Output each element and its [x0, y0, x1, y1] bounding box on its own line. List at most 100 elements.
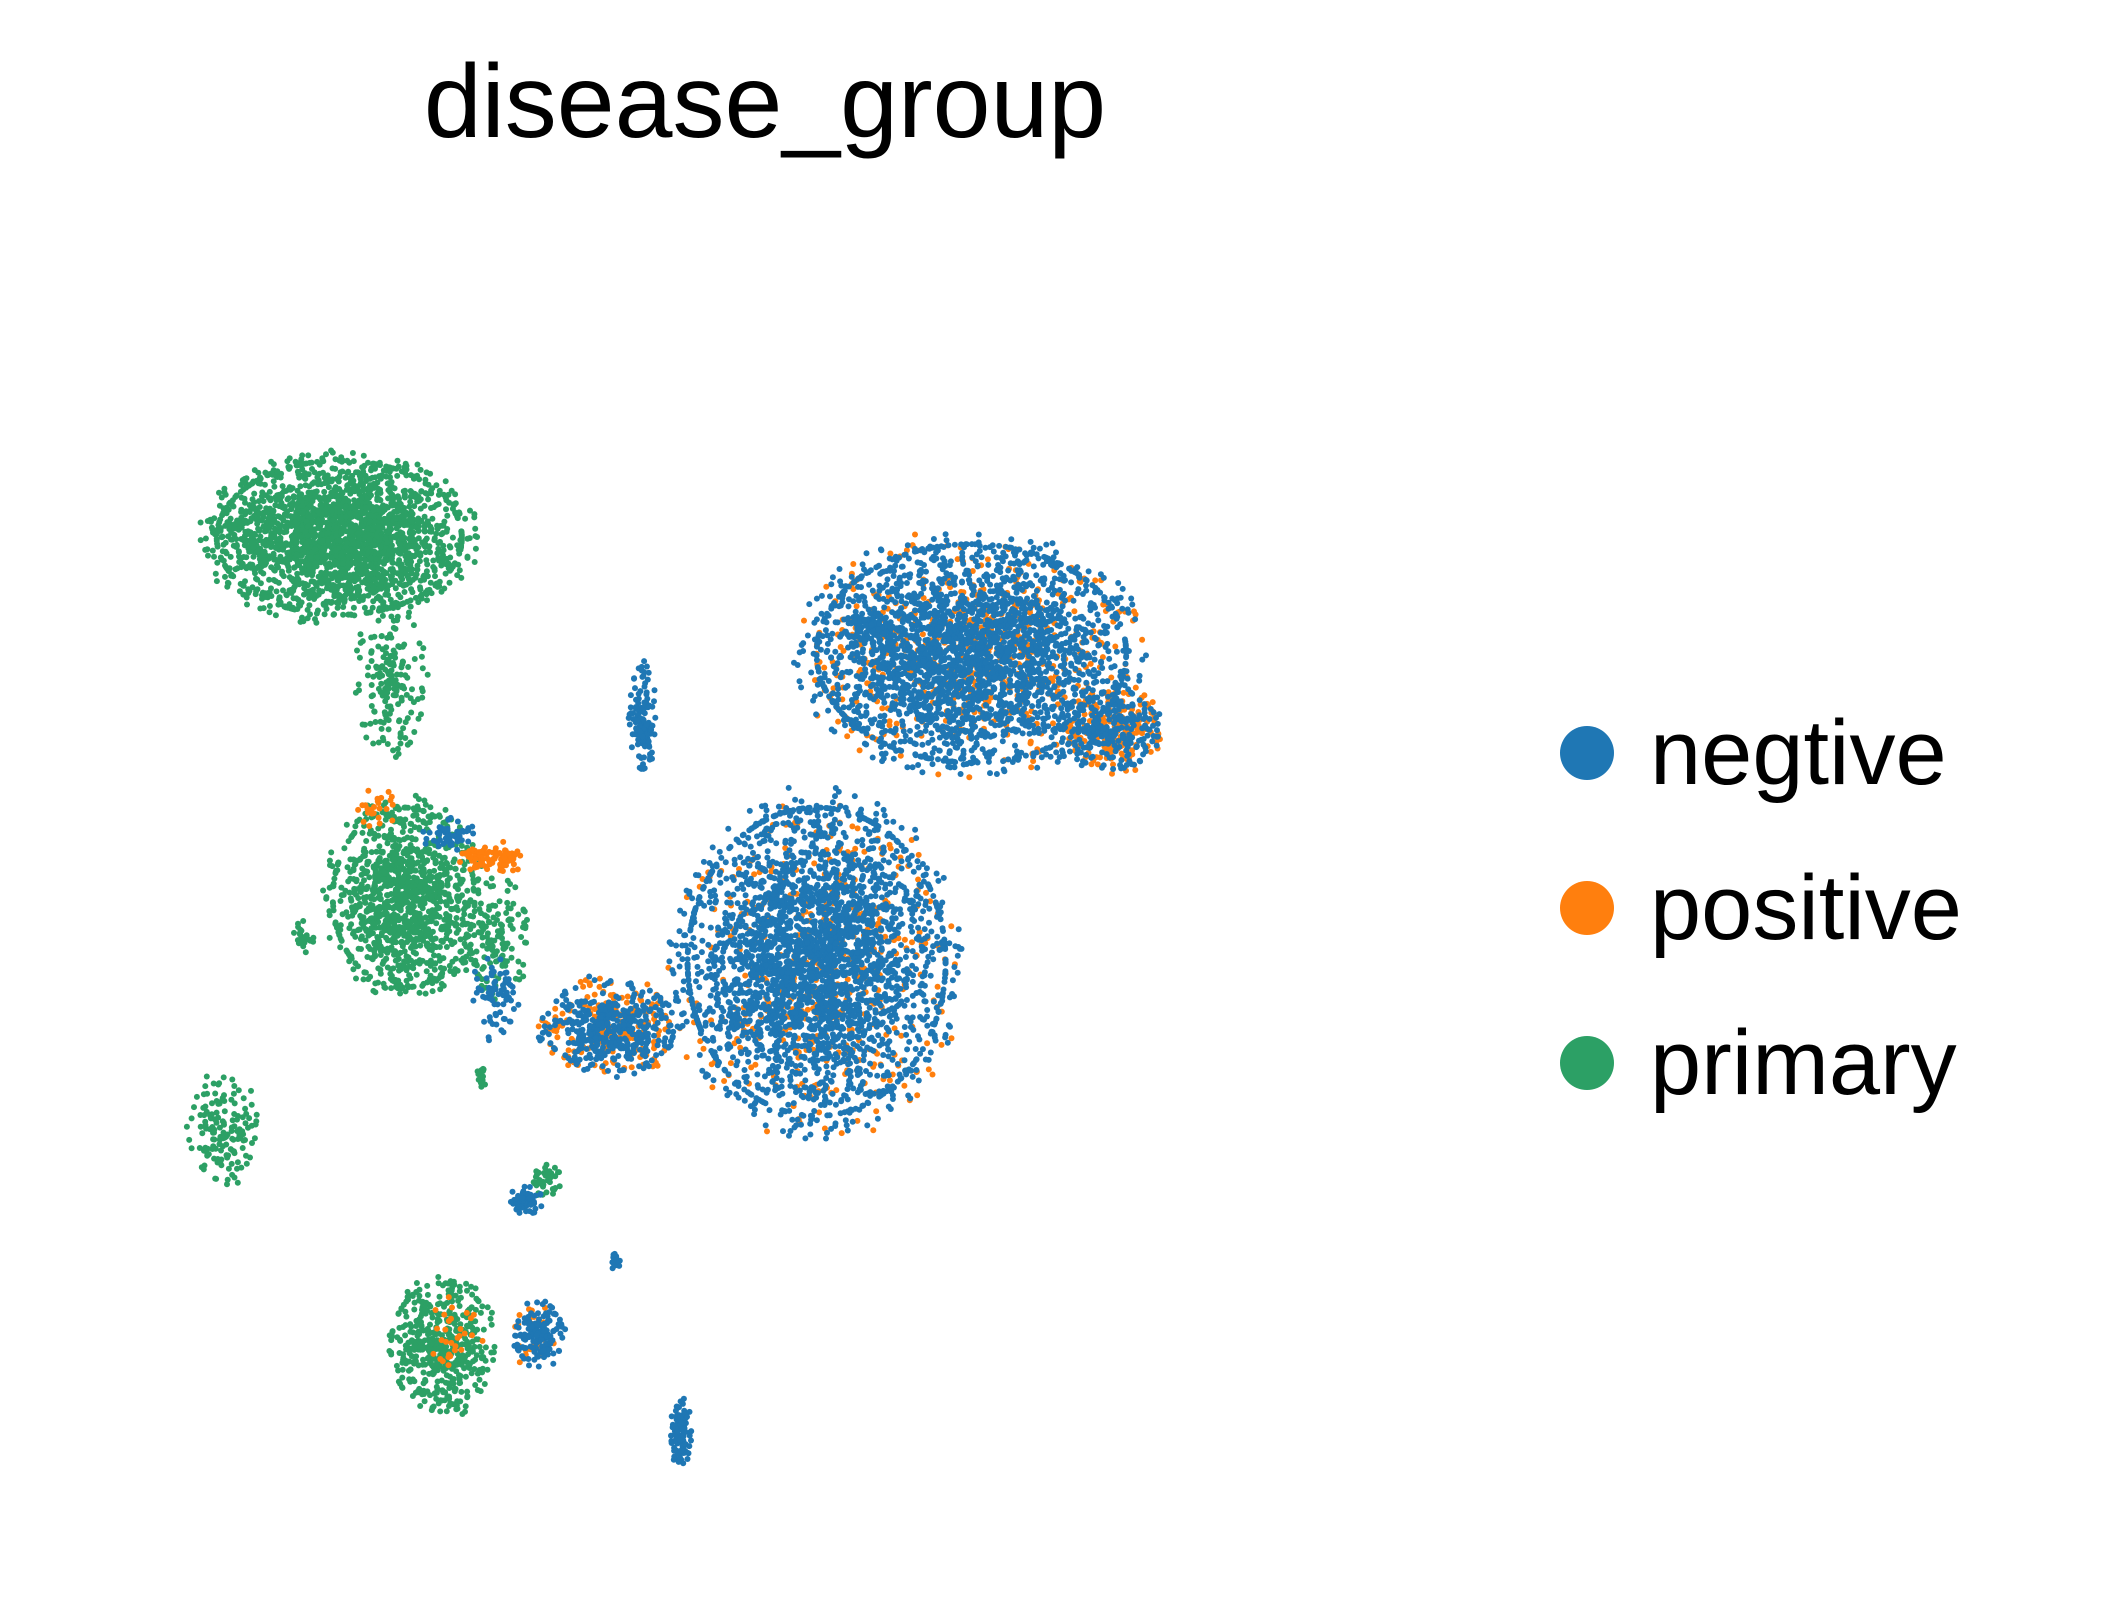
data-point-primary — [390, 965, 397, 972]
data-point-primary — [374, 934, 381, 940]
data-point-primary — [363, 886, 370, 893]
data-point-primary — [368, 849, 375, 856]
data-point-primary — [368, 648, 375, 655]
data-point-primary — [368, 895, 375, 902]
data-point-primary — [361, 852, 368, 859]
data-point-primary — [413, 491, 420, 498]
data-point-primary — [299, 569, 305, 576]
data-point-primary — [397, 740, 404, 747]
data-point-primary — [434, 1378, 441, 1385]
data-point-primary — [296, 581, 303, 588]
data-point-primary — [299, 461, 306, 468]
data-point-primary — [524, 916, 530, 923]
data-point-primary — [290, 595, 297, 602]
data-point-primary — [361, 969, 368, 976]
data-point-primary — [404, 918, 411, 925]
data-point-primary — [378, 725, 385, 732]
data-point-primary — [419, 888, 426, 895]
data-point-primary — [347, 574, 354, 581]
data-point-primary — [422, 882, 429, 889]
data-point-primary — [340, 457, 346, 464]
data-point-primary — [428, 1361, 435, 1368]
data-point-primary — [355, 895, 362, 902]
data-point-primary — [461, 899, 468, 906]
data-point-positive — [893, 720, 900, 727]
data-point-positive — [835, 718, 842, 725]
data-point-primary — [394, 472, 401, 479]
data-point-primary — [247, 561, 254, 568]
data-point-primary — [299, 510, 306, 517]
data-point-primary — [427, 579, 434, 586]
data-point-primary — [477, 900, 484, 907]
data-point-primary — [488, 937, 495, 944]
data-point-primary — [452, 491, 459, 498]
data-point-primary — [204, 1152, 211, 1159]
data-point-primary — [411, 1360, 418, 1367]
data-point-primary — [408, 820, 415, 827]
data-point-primary — [316, 525, 323, 532]
data-point-primary — [349, 912, 356, 919]
data-point-primary — [297, 602, 304, 609]
data-point-primary — [352, 933, 359, 940]
data-point-primary — [415, 806, 422, 813]
data-point-primary — [394, 846, 401, 853]
data-point-primary — [208, 524, 215, 531]
data-point-primary — [381, 568, 387, 575]
data-point-primary — [257, 474, 263, 481]
data-point-primary — [245, 528, 251, 535]
data-point-primary — [383, 644, 390, 651]
data-point-primary — [383, 934, 390, 941]
data-point-primary — [321, 488, 328, 495]
data-point-primary — [473, 948, 480, 955]
data-point-primary — [418, 653, 425, 660]
data-point-primary — [508, 954, 515, 961]
data-point-primary — [452, 883, 459, 890]
data-point-primary — [507, 922, 514, 929]
data-point-primary — [409, 686, 415, 693]
data-point-primary — [350, 866, 357, 873]
data-point-primary — [445, 1287, 452, 1294]
data-point-primary — [304, 571, 311, 578]
data-point-primary — [343, 947, 350, 954]
data-point-primary — [435, 1274, 442, 1280]
data-point-primary — [272, 545, 279, 551]
data-point-primary — [350, 458, 357, 465]
data-point-primary — [443, 869, 450, 876]
data-point-primary — [440, 955, 447, 962]
data-point-primary — [354, 647, 360, 654]
data-point-primary — [272, 502, 279, 509]
data-point-primary — [392, 939, 399, 946]
data-point-primary — [427, 1303, 434, 1310]
data-point-primary — [443, 497, 450, 504]
data-point-primary — [356, 598, 363, 604]
data-point-primary — [443, 912, 450, 919]
data-point-primary — [368, 634, 375, 641]
data-point-primary — [520, 973, 527, 980]
data-point-primary — [399, 1366, 406, 1373]
data-point-primary — [234, 1179, 241, 1186]
data-point-primary — [420, 867, 427, 874]
data-point-primary — [419, 854, 426, 860]
data-point-primary — [398, 671, 404, 678]
data-point-primary — [231, 1083, 238, 1089]
data-point-primary — [481, 1381, 488, 1387]
data-point-primary — [276, 595, 283, 602]
data-point-primary — [242, 578, 248, 585]
data-point-primary — [436, 1317, 443, 1324]
data-point-primary — [434, 524, 441, 531]
data-point-primary — [443, 506, 449, 513]
data-point-primary — [266, 609, 273, 616]
data-point-primary — [326, 934, 333, 941]
data-point-primary — [193, 1093, 200, 1100]
data-point-primary — [375, 643, 382, 650]
data-point-primary — [422, 895, 429, 901]
data-point-primary — [271, 567, 278, 574]
data-point-primary — [337, 508, 343, 515]
data-point-primary — [363, 504, 370, 511]
data-point-primary — [408, 957, 415, 964]
data-point-primary — [253, 588, 260, 595]
data-point-primary — [372, 879, 379, 886]
data-point-primary — [337, 944, 344, 951]
data-point-primary — [371, 576, 378, 583]
